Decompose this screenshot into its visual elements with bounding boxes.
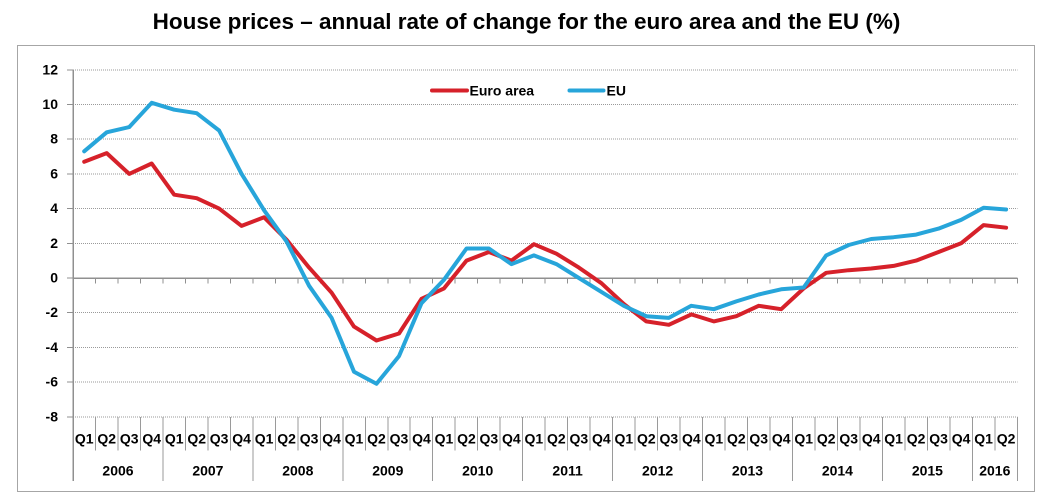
svg-text:Q2: Q2 [907, 431, 926, 447]
svg-text:Q4: Q4 [322, 431, 341, 447]
svg-text:Q1: Q1 [165, 431, 184, 447]
svg-text:Q2: Q2 [637, 431, 656, 447]
svg-text:Q2: Q2 [727, 431, 746, 447]
svg-text:Q4: Q4 [412, 431, 431, 447]
svg-text:Q4: Q4 [952, 431, 971, 447]
svg-text:Q2: Q2 [367, 431, 386, 447]
svg-text:-2: -2 [46, 304, 59, 320]
svg-text:Q3: Q3 [839, 431, 858, 447]
svg-text:2015: 2015 [912, 462, 943, 478]
svg-text:Q1: Q1 [794, 431, 813, 447]
svg-text:Euro area: Euro area [470, 83, 535, 99]
svg-text:Q3: Q3 [570, 431, 589, 447]
svg-text:Q4: Q4 [232, 431, 251, 447]
svg-text:6: 6 [50, 165, 58, 181]
svg-text:Q4: Q4 [142, 431, 161, 447]
svg-text:EU: EU [607, 83, 626, 99]
svg-text:Q1: Q1 [614, 431, 633, 447]
svg-text:Q1: Q1 [974, 431, 993, 447]
svg-text:Q3: Q3 [480, 431, 499, 447]
svg-text:Q1: Q1 [435, 431, 454, 447]
svg-text:Q2: Q2 [97, 431, 116, 447]
svg-text:Q1: Q1 [704, 431, 723, 447]
svg-text:Q4: Q4 [772, 431, 791, 447]
svg-text:2006: 2006 [102, 462, 133, 478]
svg-text:Q3: Q3 [300, 431, 319, 447]
svg-text:2011: 2011 [552, 462, 583, 478]
svg-text:10: 10 [42, 96, 58, 112]
svg-text:Q4: Q4 [682, 431, 701, 447]
svg-text:-6: -6 [46, 374, 59, 390]
svg-text:Q2: Q2 [277, 431, 296, 447]
svg-text:Q3: Q3 [659, 431, 678, 447]
svg-text:Q3: Q3 [749, 431, 768, 447]
svg-text:Q1: Q1 [884, 431, 903, 447]
svg-text:2: 2 [50, 235, 58, 251]
svg-text:2012: 2012 [642, 462, 673, 478]
svg-text:Q1: Q1 [75, 431, 94, 447]
svg-text:Q2: Q2 [457, 431, 476, 447]
svg-text:2010: 2010 [462, 462, 493, 478]
svg-text:12: 12 [42, 61, 58, 77]
svg-text:Q3: Q3 [929, 431, 948, 447]
svg-text:Q1: Q1 [345, 431, 364, 447]
svg-text:Q2: Q2 [187, 431, 206, 447]
svg-text:2016: 2016 [979, 462, 1010, 478]
svg-text:2009: 2009 [372, 462, 403, 478]
svg-text:8: 8 [50, 131, 58, 147]
svg-text:-4: -4 [46, 339, 59, 355]
svg-text:4: 4 [50, 200, 58, 216]
svg-text:Q1: Q1 [255, 431, 274, 447]
svg-text:Q3: Q3 [210, 431, 229, 447]
svg-text:Q4: Q4 [502, 431, 521, 447]
svg-text:2007: 2007 [192, 462, 223, 478]
svg-text:Q2: Q2 [547, 431, 566, 447]
svg-text:Q3: Q3 [390, 431, 409, 447]
svg-text:Q1: Q1 [525, 431, 544, 447]
svg-text:0: 0 [50, 270, 58, 286]
svg-text:Q4: Q4 [862, 431, 881, 447]
svg-text:Q3: Q3 [120, 431, 139, 447]
svg-text:2013: 2013 [732, 462, 763, 478]
svg-text:2014: 2014 [822, 462, 853, 478]
svg-text:Q2: Q2 [997, 431, 1016, 447]
svg-text:Q2: Q2 [817, 431, 836, 447]
svg-text:Q4: Q4 [592, 431, 611, 447]
svg-text:-8: -8 [46, 408, 59, 424]
svg-text:2008: 2008 [282, 462, 313, 478]
